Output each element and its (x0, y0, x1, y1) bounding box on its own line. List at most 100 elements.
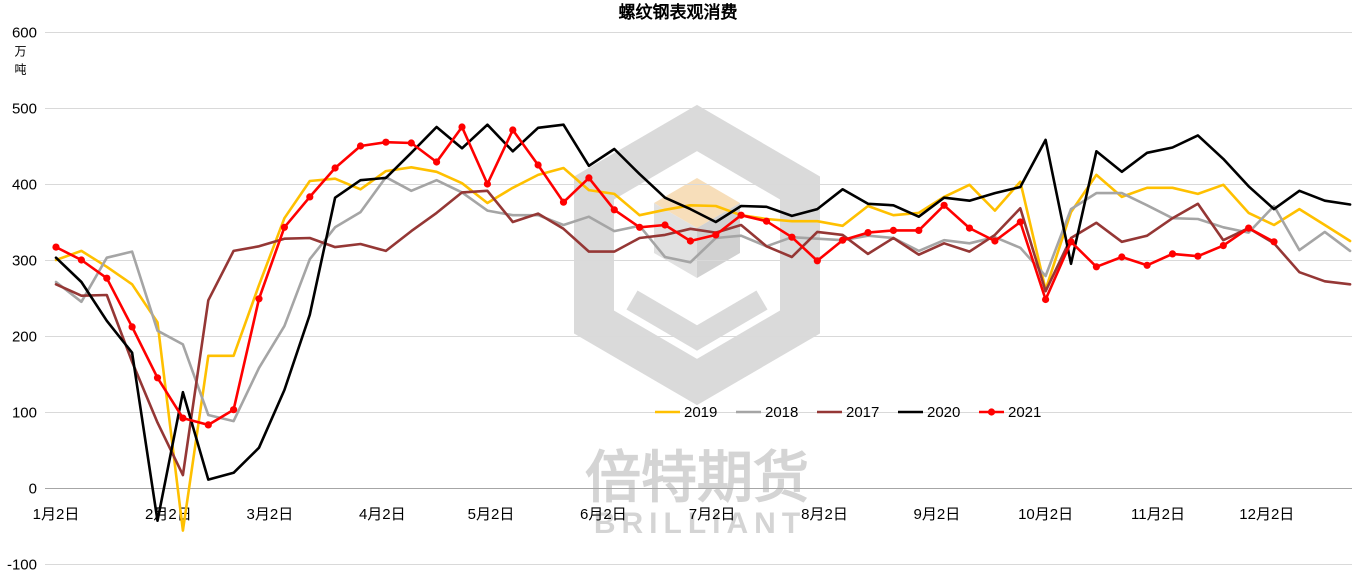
data-point (483, 180, 491, 188)
data-point (128, 323, 136, 331)
y-tick-label: 200 (12, 329, 37, 346)
legend-label: 2019 (684, 404, 717, 421)
legend-item-2018: 2018 (736, 404, 798, 421)
data-point (1168, 250, 1177, 258)
y-tick-label: -100 (7, 557, 37, 574)
data-point (585, 174, 593, 182)
series-2018 (54, 175, 1352, 423)
series-line-2020 (54, 123, 1352, 523)
chart-title: 螺纹钢表观消费 (619, 2, 738, 22)
series-2021 (52, 123, 1278, 429)
data-point (1016, 218, 1024, 226)
watermark-cube-right (697, 203, 740, 278)
data-point (762, 217, 771, 225)
data-point (382, 138, 390, 146)
data-point (306, 193, 314, 201)
data-point (737, 211, 745, 219)
legend-label: 2021 (1008, 404, 1041, 421)
y-tick-label: 400 (12, 177, 37, 194)
data-point (636, 223, 644, 231)
y-tick-label: 600 (12, 25, 37, 42)
data-point (509, 126, 517, 134)
series-2017 (54, 189, 1352, 477)
x-tick-label: 4月2日 (359, 506, 406, 523)
data-point (1067, 238, 1075, 246)
x-tick-label: 7月2日 (689, 506, 736, 523)
x-tick-label: 9月2日 (914, 506, 961, 523)
x-tick-label: 3月2日 (247, 506, 294, 523)
data-point (407, 139, 415, 147)
data-point (991, 237, 999, 245)
x-tick-label: 11月2日 (1131, 506, 1185, 523)
x-tick-label: 6月2日 (580, 506, 627, 523)
watermark-logo: 倍特期货 BRILLIANT (574, 104, 820, 540)
data-point (864, 229, 872, 237)
data-point (965, 224, 974, 232)
watermark-brand-en: BRILLIANT (594, 507, 806, 540)
data-point (1270, 238, 1278, 246)
data-point (813, 257, 821, 265)
data-point (153, 374, 162, 382)
x-tick-label: 8月2日 (801, 506, 848, 523)
data-point (433, 158, 441, 166)
data-point (1042, 295, 1050, 304)
watermark-chevron (626, 290, 768, 351)
legend-label: 2020 (927, 404, 960, 421)
data-point (712, 231, 720, 239)
series-line-2018 (54, 175, 1352, 423)
data-point (1194, 252, 1202, 260)
legend: 2019 2018 2017 2020 2021 (655, 404, 1041, 421)
legend-label: 2017 (846, 404, 879, 421)
data-point (356, 142, 365, 150)
y-tick-label: 300 (12, 253, 37, 270)
legend-item-2020: 2020 (898, 404, 960, 421)
y-axis-unit-label: 万吨 (13, 45, 27, 81)
series-2020 (54, 123, 1352, 523)
legend-item-2021: 2021 (979, 404, 1041, 421)
legend-label: 2018 (765, 404, 798, 421)
watermark-brand-cn: 倍特期货 (585, 446, 809, 509)
legend-item-2019: 2019 (655, 404, 717, 421)
data-point (559, 198, 568, 206)
data-point (1092, 263, 1100, 271)
data-point (1143, 261, 1151, 269)
series-line-2017 (54, 189, 1352, 477)
data-point (889, 226, 898, 234)
data-point (661, 221, 669, 229)
x-tick-label: 12月2日 (1239, 506, 1294, 523)
legend-item-2017: 2017 (817, 404, 879, 421)
watermark-hexagon (574, 104, 820, 406)
data-point (915, 226, 923, 234)
x-tick-label: 1月2日 (33, 506, 80, 523)
data-point (1118, 253, 1126, 261)
data-point (1245, 224, 1253, 232)
data-point (103, 274, 111, 282)
data-point (458, 123, 466, 131)
legend-marker (987, 408, 996, 416)
data-point (77, 256, 85, 264)
y-axis-tick-labels: 600 500 400 300 200 100 0 -100 (7, 25, 37, 574)
y-tick-label: 500 (12, 101, 37, 118)
y-tick-label: 100 (12, 405, 37, 422)
data-point (280, 223, 288, 231)
data-point (1219, 242, 1227, 250)
data-point (788, 233, 796, 241)
series-line-2019 (54, 166, 1352, 532)
data-point (179, 414, 187, 422)
data-point (230, 406, 238, 414)
data-point (610, 206, 618, 214)
x-axis-tick-labels: 1月2日 2月2日 3月2日 4月2日 5月2日 6月2日 7月2日 8月2日 9月2日 10月2… (33, 506, 1295, 523)
data-point (534, 161, 542, 169)
y-tick-label: 0 (29, 481, 37, 498)
data-point (839, 236, 847, 244)
data-point (255, 295, 263, 303)
series-lines (52, 123, 1352, 532)
data-point (331, 164, 339, 172)
data-point (686, 237, 695, 245)
data-point (52, 243, 60, 251)
data-point (940, 201, 948, 209)
x-tick-label: 10月2日 (1018, 506, 1073, 523)
data-point (204, 421, 212, 429)
